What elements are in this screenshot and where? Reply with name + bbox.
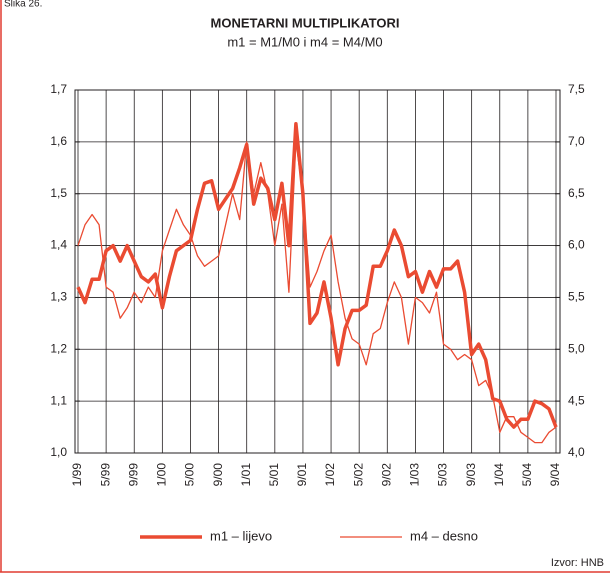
x-tick-label: 5/04 xyxy=(520,463,534,487)
y-tick-label: 1,2 xyxy=(50,341,67,355)
chart-subtitle: m1 = M1/M0 i m4 = M4/M0 xyxy=(227,34,382,49)
y-tick-label: 1,1 xyxy=(50,393,67,407)
figure-label: Slika 26. xyxy=(4,0,42,10)
chart-title: MONETARNI MULTIPLIKATORI xyxy=(211,15,400,30)
x-tick-label: 9/01 xyxy=(295,463,309,487)
x-tick-label: 9/02 xyxy=(379,463,393,487)
y-tick-label: 1,4 xyxy=(50,238,67,252)
series-line xyxy=(77,141,557,444)
x-tick-label: 1/00 xyxy=(155,463,169,487)
y2-tick-label: 4,5 xyxy=(568,393,585,407)
legend-label: m4 – desno xyxy=(410,528,478,543)
x-tick-label: 1/04 xyxy=(492,463,506,487)
source: Izvor: HNB xyxy=(551,557,604,569)
y2-tick-label: 5,0 xyxy=(568,341,585,355)
x-tick-label: 5/02 xyxy=(351,463,365,487)
x-tick-label: 9/00 xyxy=(211,463,225,487)
y2-tick-label: 7,5 xyxy=(568,82,585,96)
x-tick-label: 5/99 xyxy=(98,463,112,487)
y2-tick-label: 6,0 xyxy=(568,238,585,252)
y2-tick-label: 4,0 xyxy=(568,445,585,459)
y-tick-label: 1,0 xyxy=(50,445,67,459)
y2-tick-label: 7,0 xyxy=(568,134,585,148)
x-tick-label: 1/99 xyxy=(70,463,84,487)
x-tick-label: 5/03 xyxy=(436,463,450,487)
y-tick-label: 1,3 xyxy=(50,290,67,304)
x-tick-label: 1/03 xyxy=(408,463,422,487)
plot-frame xyxy=(74,89,561,454)
x-tick-label: 9/04 xyxy=(548,463,562,487)
y2-tick-label: 5,5 xyxy=(568,290,585,304)
y-tick-label: 1,6 xyxy=(50,134,67,148)
x-tick-label: 1/01 xyxy=(239,463,253,487)
x-tick-label: 1/02 xyxy=(323,463,337,487)
y-tick-label: 1,5 xyxy=(50,186,67,200)
x-tick-label: 9/99 xyxy=(126,463,140,487)
legend-label: m1 – lijevo xyxy=(210,528,272,543)
y2-tick-label: 6,5 xyxy=(568,186,585,200)
x-tick-label: 5/01 xyxy=(267,463,281,487)
y-tick-label: 1,7 xyxy=(50,82,67,96)
x-tick-label: 9/03 xyxy=(464,463,478,487)
x-tick-label: 5/00 xyxy=(183,463,197,487)
